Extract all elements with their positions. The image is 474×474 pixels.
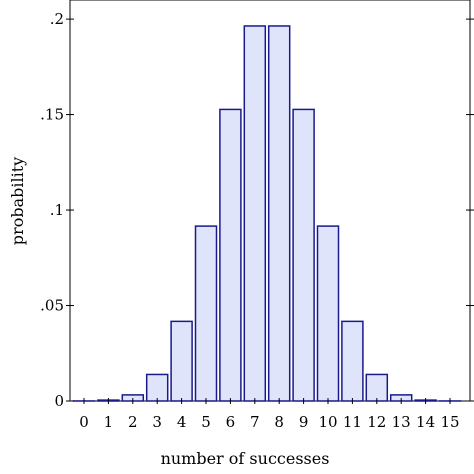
bar-12: [365, 373, 389, 402]
y-axis-ticks: 0 .05 .1 .15 .2: [40, 10, 474, 410]
y-tick-label-0: 0: [54, 392, 64, 410]
x-tick-label-5: 5: [201, 413, 211, 431]
x-tick-label-4: 4: [177, 413, 187, 431]
bar-5: [194, 225, 218, 402]
x-tick-label-9: 9: [299, 413, 309, 431]
x-tick-label-8: 8: [274, 413, 284, 431]
y-tick-label-.15: .15: [40, 106, 64, 124]
y-tick-label-.1: .1: [50, 201, 64, 219]
bar-11: [341, 320, 364, 402]
bar-8: [267, 25, 291, 402]
y-tick-label-.05: .05: [40, 297, 64, 315]
x-tick-label-0: 0: [79, 413, 89, 431]
bars-group: [72, 25, 462, 402]
bar-6: [219, 108, 242, 402]
x-tick-label-12: 12: [367, 413, 386, 431]
bar-7: [243, 25, 267, 402]
bar-9: [292, 108, 315, 402]
x-tick-label-1: 1: [104, 413, 114, 431]
x-tick-label-13: 13: [392, 413, 411, 431]
x-tick-label-11: 11: [343, 413, 362, 431]
bar-4: [170, 320, 193, 402]
x-tick-label-15: 15: [440, 413, 459, 431]
x-tick-label-6: 6: [226, 413, 236, 431]
x-axis-label: number of successes: [161, 449, 330, 468]
y-tick-label-.2: .2: [50, 10, 64, 28]
x-tick-label-14: 14: [416, 413, 435, 431]
bar-3: [145, 373, 169, 402]
x-tick-label-2: 2: [128, 413, 138, 431]
y-axis-label: probability: [8, 157, 27, 245]
bar-10: [316, 225, 340, 402]
x-axis-ticks: 0 1 2 3 4 5 6 7 8 9 10 11 12 13 14 15: [79, 398, 460, 431]
x-tick-label-7: 7: [250, 413, 260, 431]
x-tick-label-3: 3: [152, 413, 162, 431]
x-tick-label-10: 10: [318, 413, 337, 431]
